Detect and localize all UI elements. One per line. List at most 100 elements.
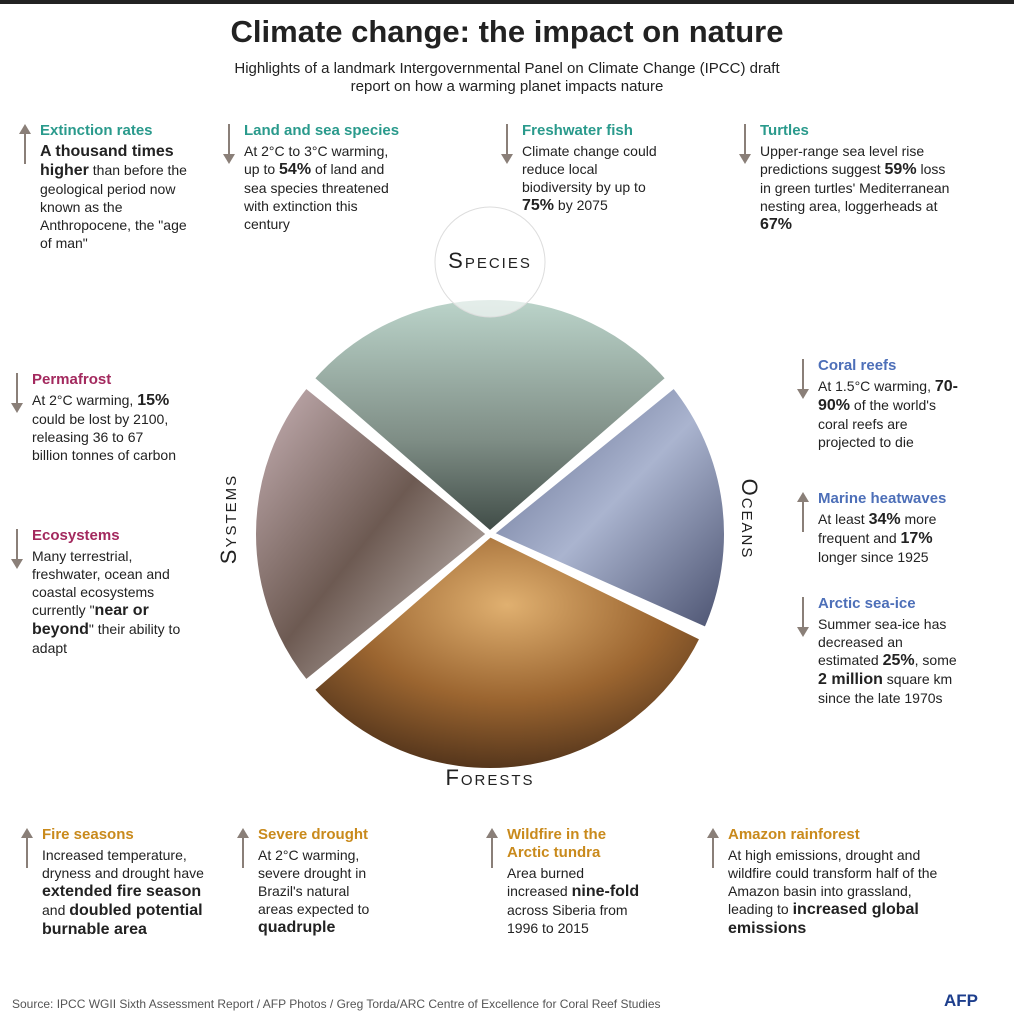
card-text: At 1.5°C warming, 70-90% of the world's … (818, 377, 966, 451)
text: Many terrestrial, freshwater, ocean and … (32, 548, 170, 618)
arrow (11, 529, 23, 569)
card: Coral reefs At 1.5°C warming, 70-90% of t… (796, 357, 966, 451)
text: loss in green turtles' Mediterranean nes… (760, 161, 950, 214)
arrow-head (739, 154, 751, 164)
card-text: At 2°C warming, severe drought in Brazil… (258, 846, 386, 937)
highlight: 2 million (818, 671, 883, 688)
highlight: 17% (900, 530, 933, 547)
arrow (21, 828, 33, 868)
text: across Siberia from 1996 to 2015 (507, 902, 628, 936)
title: Climate change: the impact on nature (230, 14, 784, 49)
highlight: 34% (868, 511, 901, 528)
card: Arctic sea-ice Summer sea-ice has decreas… (796, 595, 966, 707)
card-text: A thousand times higher than before the … (40, 142, 188, 252)
card: Land and sea species At 2°C to 3°C warmin… (222, 122, 402, 233)
label-ring (434, 206, 546, 318)
arrow-head (486, 828, 498, 838)
text: , some (914, 652, 957, 668)
arrow (797, 492, 809, 532)
card-title: Marine heatwaves (818, 490, 947, 507)
card-text: Summer sea-ice has decreased an estimate… (818, 615, 966, 707)
subtitle: Highlights of a landmark Intergovernment… (234, 60, 780, 95)
arrow (11, 373, 23, 413)
text: At 2°C warming, severe drought in Brazil… (258, 847, 370, 917)
text: Climate change could reduce local biodiv… (522, 143, 657, 195)
section-label: Oceans (737, 479, 762, 560)
highlight: increased global emissions (728, 901, 919, 937)
card-title: Ecosystems (32, 527, 120, 544)
card: Turtles Upper-range sea level rise predic… (738, 122, 958, 234)
text: Increased temperature, dryness and droug… (42, 847, 204, 881)
card-title: Arctic sea-ice (818, 595, 916, 612)
card: Wildfire in the Arctic tundra Area burned… (485, 826, 645, 937)
card-text: At high emissions, drought and wildfire … (728, 846, 946, 938)
text: square km since the late 1970s (818, 671, 953, 706)
card-text: At least 34% more frequent and 17% longe… (818, 510, 966, 566)
card-text: At 2°C to 3°C warming, up to 54% of land… (244, 142, 402, 233)
section-label: Species (448, 248, 532, 273)
arrow (501, 124, 513, 164)
arrow-head (797, 627, 809, 637)
highlight: extended fire season (42, 883, 202, 900)
highlight: 75% (522, 197, 555, 214)
card: Fire seasons Increased temperature, dryne… (20, 826, 205, 939)
arrow-head (237, 828, 249, 838)
text: and (42, 902, 70, 918)
card: Permafrost At 2°C warming, 15% could be l… (10, 371, 180, 464)
arrow-head (21, 828, 33, 838)
card-title: Fire seasons (42, 826, 134, 843)
text: At 1.5°C warming, (818, 378, 935, 394)
text: more frequent and (818, 511, 937, 546)
card-title: Amazon rainforest (728, 826, 860, 843)
card: Extinction rates A thousand times higher … (18, 122, 188, 252)
arrow (739, 124, 751, 164)
arrow (237, 828, 249, 868)
arrow (797, 597, 809, 637)
arrow-head (797, 389, 809, 399)
card-title: Permafrost (32, 371, 112, 388)
card: Marine heatwaves At least 34% more freque… (796, 490, 966, 566)
arrow-head (19, 124, 31, 134)
card-title: Turtles (760, 122, 809, 139)
card-title: Freshwater fish (522, 122, 633, 139)
highlight: 59% (884, 161, 917, 178)
wedge (250, 380, 495, 688)
text: longer since 1925 (818, 549, 929, 565)
highlight: A thousand times higher (40, 143, 174, 179)
text: Area burned increased (507, 865, 585, 899)
arrow-head (707, 828, 719, 838)
arrow (797, 359, 809, 399)
card-text: Many terrestrial, freshwater, ocean and … (32, 547, 190, 657)
section-label: Forests (445, 765, 534, 790)
text: by 2075 (554, 197, 608, 213)
text: At 2°C to 3°C warming, up to (244, 143, 389, 177)
text: of land and sea species threatened with … (244, 161, 389, 232)
highlight: 70-90% (818, 378, 958, 414)
card-text: Climate change could reduce local biodiv… (522, 142, 660, 215)
highlight: quadruple (258, 919, 336, 936)
card-text: Area burned increased nine-fold across S… (507, 864, 645, 937)
arrow (19, 124, 31, 164)
card-text: Increased temperature, dryness and droug… (42, 846, 205, 939)
section-label: Systems (216, 474, 241, 564)
card: Severe drought At 2°C warming, severe dro… (236, 826, 386, 937)
card-title: Land and sea species (244, 122, 400, 139)
highlight: 25% (882, 652, 915, 669)
card: Ecosystems Many terrestrial, freshwater, … (10, 527, 190, 657)
card-text: At 2°C warming, 15% could be lost by 210… (32, 391, 180, 464)
highlight: nine-fold (571, 883, 640, 900)
text: Summer sea-ice has decreased an estimate… (818, 616, 947, 668)
card-title: Extinction rates (40, 122, 153, 139)
arrow (707, 828, 719, 868)
text: " their ability to adapt (32, 621, 181, 656)
highlight: 15% (137, 392, 170, 409)
text: At high emissions, drought and wildfire … (728, 847, 938, 917)
highlight: 67% (760, 216, 793, 233)
highlight: near or beyond (32, 602, 149, 638)
text: could be lost by 2100, releasing 36 to 6… (32, 411, 176, 463)
text: Upper-range sea level rise predictions s… (760, 143, 925, 177)
text: than before the geological period now kn… (40, 162, 187, 251)
arrow-head (501, 154, 513, 164)
arrow-head (11, 403, 23, 413)
highlight: doubled potential burnable area (42, 902, 203, 938)
